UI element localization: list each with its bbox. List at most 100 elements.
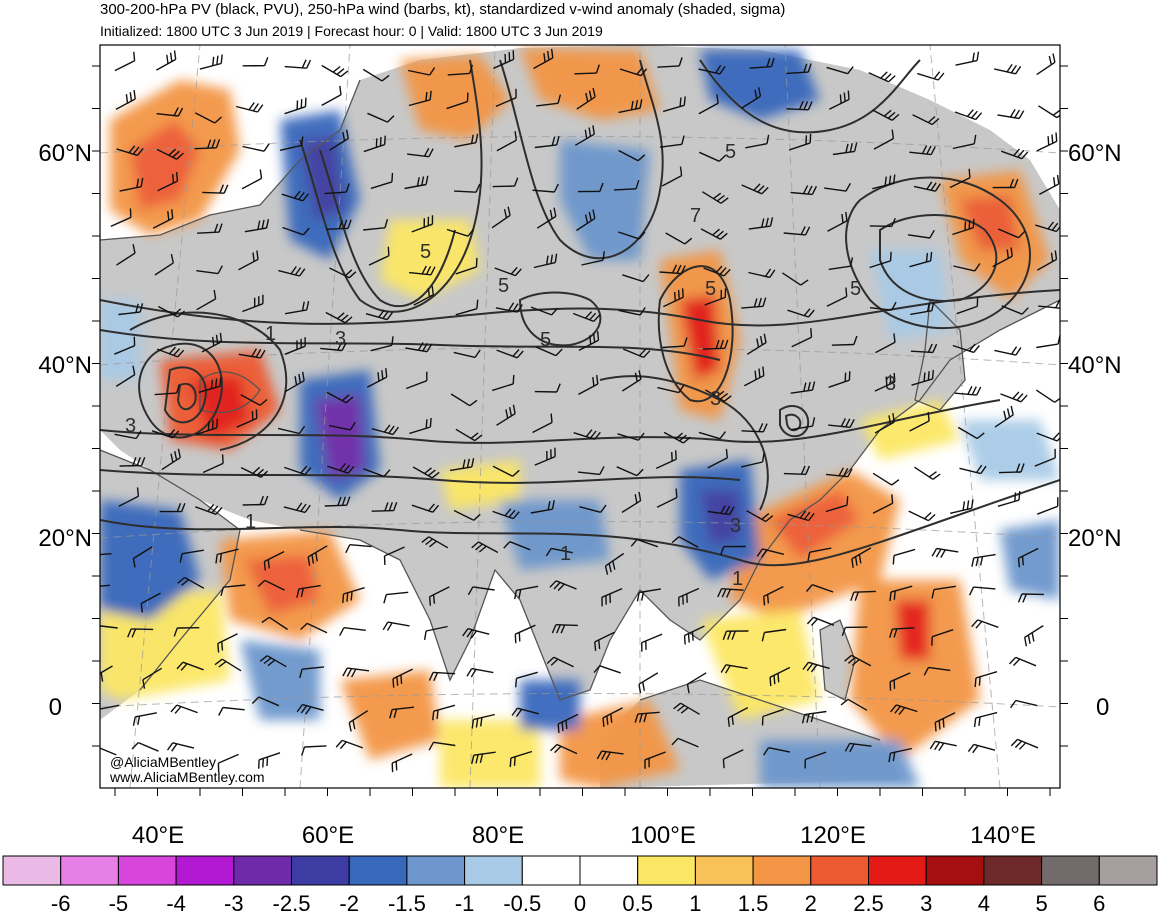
wind-barb — [636, 588, 662, 602]
wind-barb — [411, 215, 434, 233]
wind-barb — [992, 178, 1019, 189]
wind-barb — [621, 370, 642, 392]
wind-barb — [263, 550, 285, 571]
wind-barb — [663, 96, 686, 113]
wind-barb — [954, 109, 983, 121]
wind-barb — [514, 585, 539, 600]
wind-barb — [874, 372, 896, 392]
wind-barb — [851, 547, 872, 568]
wind-barb — [934, 712, 956, 732]
wind-barb — [741, 87, 762, 109]
wind-barb — [432, 704, 456, 721]
wind-barb — [889, 672, 911, 691]
pv-label: 5 — [540, 329, 551, 351]
wind-barb — [428, 586, 450, 606]
lon-label-80e: 80°E — [472, 822, 524, 849]
colorbar-label: -2.5 — [273, 891, 311, 913]
anomaly-pos-europe-core — [130, 120, 200, 210]
lon-labels: 40°E 60°E 80°E 100°E 120°E 140°E — [132, 822, 1036, 849]
lat-label-right-60: 60°N — [1068, 140, 1122, 167]
wind-barb — [971, 619, 999, 629]
wind-barb — [698, 94, 719, 115]
wind-barb — [618, 99, 643, 114]
wind-barb — [491, 374, 515, 392]
anomaly-pos-bay — [560, 700, 680, 788]
pv-label: 3 — [710, 388, 721, 410]
colorbar-label: -3 — [224, 891, 244, 913]
colorbar-swatch — [175, 855, 235, 886]
wind-barb — [536, 207, 557, 229]
wind-barb — [952, 343, 980, 354]
credit-handle: @AliciaMBentley — [110, 754, 216, 770]
wind-barb — [258, 752, 281, 769]
wind-barb — [363, 219, 389, 231]
anomaly-neg-japan — [870, 250, 950, 340]
credit-url: www.AliciaMBentley.com — [109, 769, 265, 785]
wind-barb — [428, 741, 456, 751]
wind-barb — [673, 702, 700, 715]
wind-barb — [806, 616, 835, 626]
wind-barb — [324, 183, 350, 195]
wind-barb — [749, 57, 775, 69]
wind-barb — [367, 112, 395, 123]
wind-barb — [514, 624, 536, 644]
wind-barb — [971, 553, 996, 567]
wind-barb — [132, 712, 157, 726]
wind-barb — [127, 628, 154, 638]
wind-barb — [156, 50, 177, 71]
colorbar-label: 6 — [1093, 891, 1105, 913]
wind-barb — [889, 627, 915, 638]
wind-barb — [116, 244, 136, 266]
wind-barb — [550, 743, 578, 755]
colorbar-swatch — [291, 855, 350, 886]
wind-barb — [202, 184, 229, 194]
wind-barb — [1001, 305, 1029, 315]
wind-barb — [826, 287, 848, 307]
wind-barb — [195, 504, 223, 515]
wind-barb — [601, 587, 623, 607]
pv-label: 5 — [420, 241, 431, 263]
wind-barb — [801, 710, 827, 724]
wind-barb — [581, 251, 605, 266]
wind-barb — [154, 384, 180, 396]
wind-barb — [307, 545, 328, 566]
wind-barb — [671, 536, 699, 548]
wind-barb — [997, 108, 1025, 120]
wind-barb — [242, 495, 269, 506]
wind-barb — [362, 68, 390, 82]
wind-barb — [496, 404, 516, 426]
wind-barb — [161, 448, 181, 471]
wind-barb — [959, 464, 987, 475]
wind-barb — [783, 465, 811, 475]
wind-barb — [411, 503, 440, 513]
wind-barb — [825, 496, 849, 513]
wind-barb — [909, 145, 936, 156]
wind-barb — [217, 633, 238, 653]
wind-barb — [703, 265, 731, 277]
wind-barb — [324, 496, 351, 507]
wind-barb — [641, 633, 663, 652]
chart-title: 300-200-hPa PV (black, PVU), 250-hPa win… — [100, 1, 786, 18]
wind-barb — [1038, 299, 1060, 309]
wind-barb — [326, 219, 352, 230]
wind-barb — [574, 64, 600, 75]
map-panel: 1 3 3 1 5 5 5 7 5 5 3 5 3 3 1 1 @AliciaM… — [100, 45, 1060, 788]
wind-barb — [1036, 432, 1060, 442]
wind-barb — [790, 417, 816, 431]
wind-barb — [952, 134, 977, 150]
wind-barb — [370, 336, 394, 352]
wind-barb — [789, 133, 812, 151]
wind-barb — [998, 228, 1026, 239]
wind-barb — [509, 750, 533, 768]
wind-barb — [826, 66, 854, 75]
wind-barb — [383, 546, 405, 566]
lat-label-right-40: 40°N — [1068, 352, 1122, 379]
wind-barb — [874, 413, 895, 434]
wind-barb — [913, 181, 941, 192]
wind-barb — [532, 413, 553, 434]
wind-barb — [722, 630, 749, 640]
wind-barb — [655, 450, 677, 470]
wind-barb — [869, 217, 896, 228]
wind-barb — [872, 174, 896, 190]
wind-barb — [408, 90, 432, 107]
